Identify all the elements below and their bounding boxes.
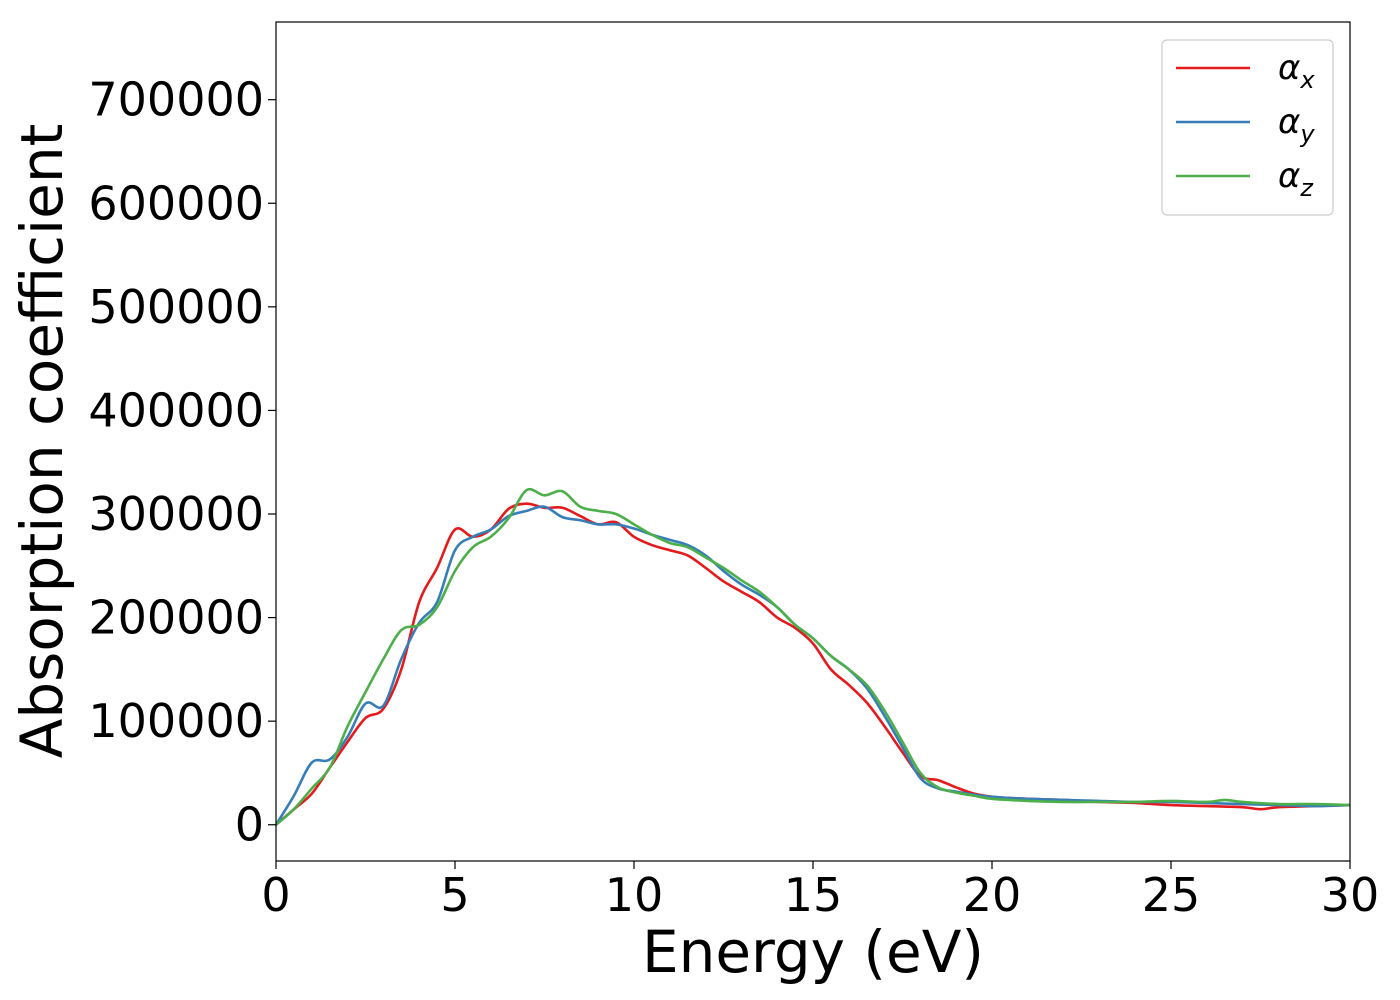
x-tick-label: 0 — [261, 868, 290, 922]
legend-symbol: α — [1278, 102, 1300, 142]
series-line-z — [276, 488, 1350, 827]
x-axis-title: Energy (eV) — [642, 918, 984, 986]
series-layer — [276, 488, 1350, 827]
y-tick-label: 500000 — [88, 280, 264, 334]
y-axis: 0 100000 200000 300000 400000 500000 600000 700… — [88, 73, 276, 852]
legend-label-x: αx — [1278, 48, 1315, 94]
y-tick-label: 400000 — [88, 383, 264, 437]
legend-label-z: αz — [1278, 156, 1314, 202]
x-tick-label: 5 — [440, 868, 469, 922]
legend-symbol: α — [1278, 156, 1300, 196]
series-line-y — [276, 505, 1350, 827]
y-tick-label: 100000 — [88, 694, 264, 748]
x-tick-label: 10 — [605, 868, 664, 922]
legend-symbol: α — [1278, 48, 1300, 88]
y-tick-label: 0 — [235, 798, 264, 852]
legend-subscript: x — [1299, 66, 1315, 94]
x-tick-label: 30 — [1321, 868, 1380, 922]
legend-box — [1161, 39, 1334, 216]
legend-subscript: y — [1299, 120, 1315, 148]
x-axis: 0 5 10 15 20 25 30 — [261, 861, 1379, 922]
y-axis-title: Absorption coefficient — [8, 124, 76, 759]
y-tick-label: 300000 — [88, 487, 264, 541]
y-tick-label: 200000 — [88, 591, 264, 645]
x-tick-label: 20 — [963, 868, 1022, 922]
x-tick-label: 25 — [1142, 868, 1201, 922]
legend-subscript: z — [1299, 174, 1314, 202]
x-tick-label: 15 — [784, 868, 843, 922]
y-tick-label: 600000 — [88, 176, 264, 230]
legend-label-y: αy — [1278, 102, 1315, 148]
y-tick-label: 700000 — [88, 73, 264, 127]
